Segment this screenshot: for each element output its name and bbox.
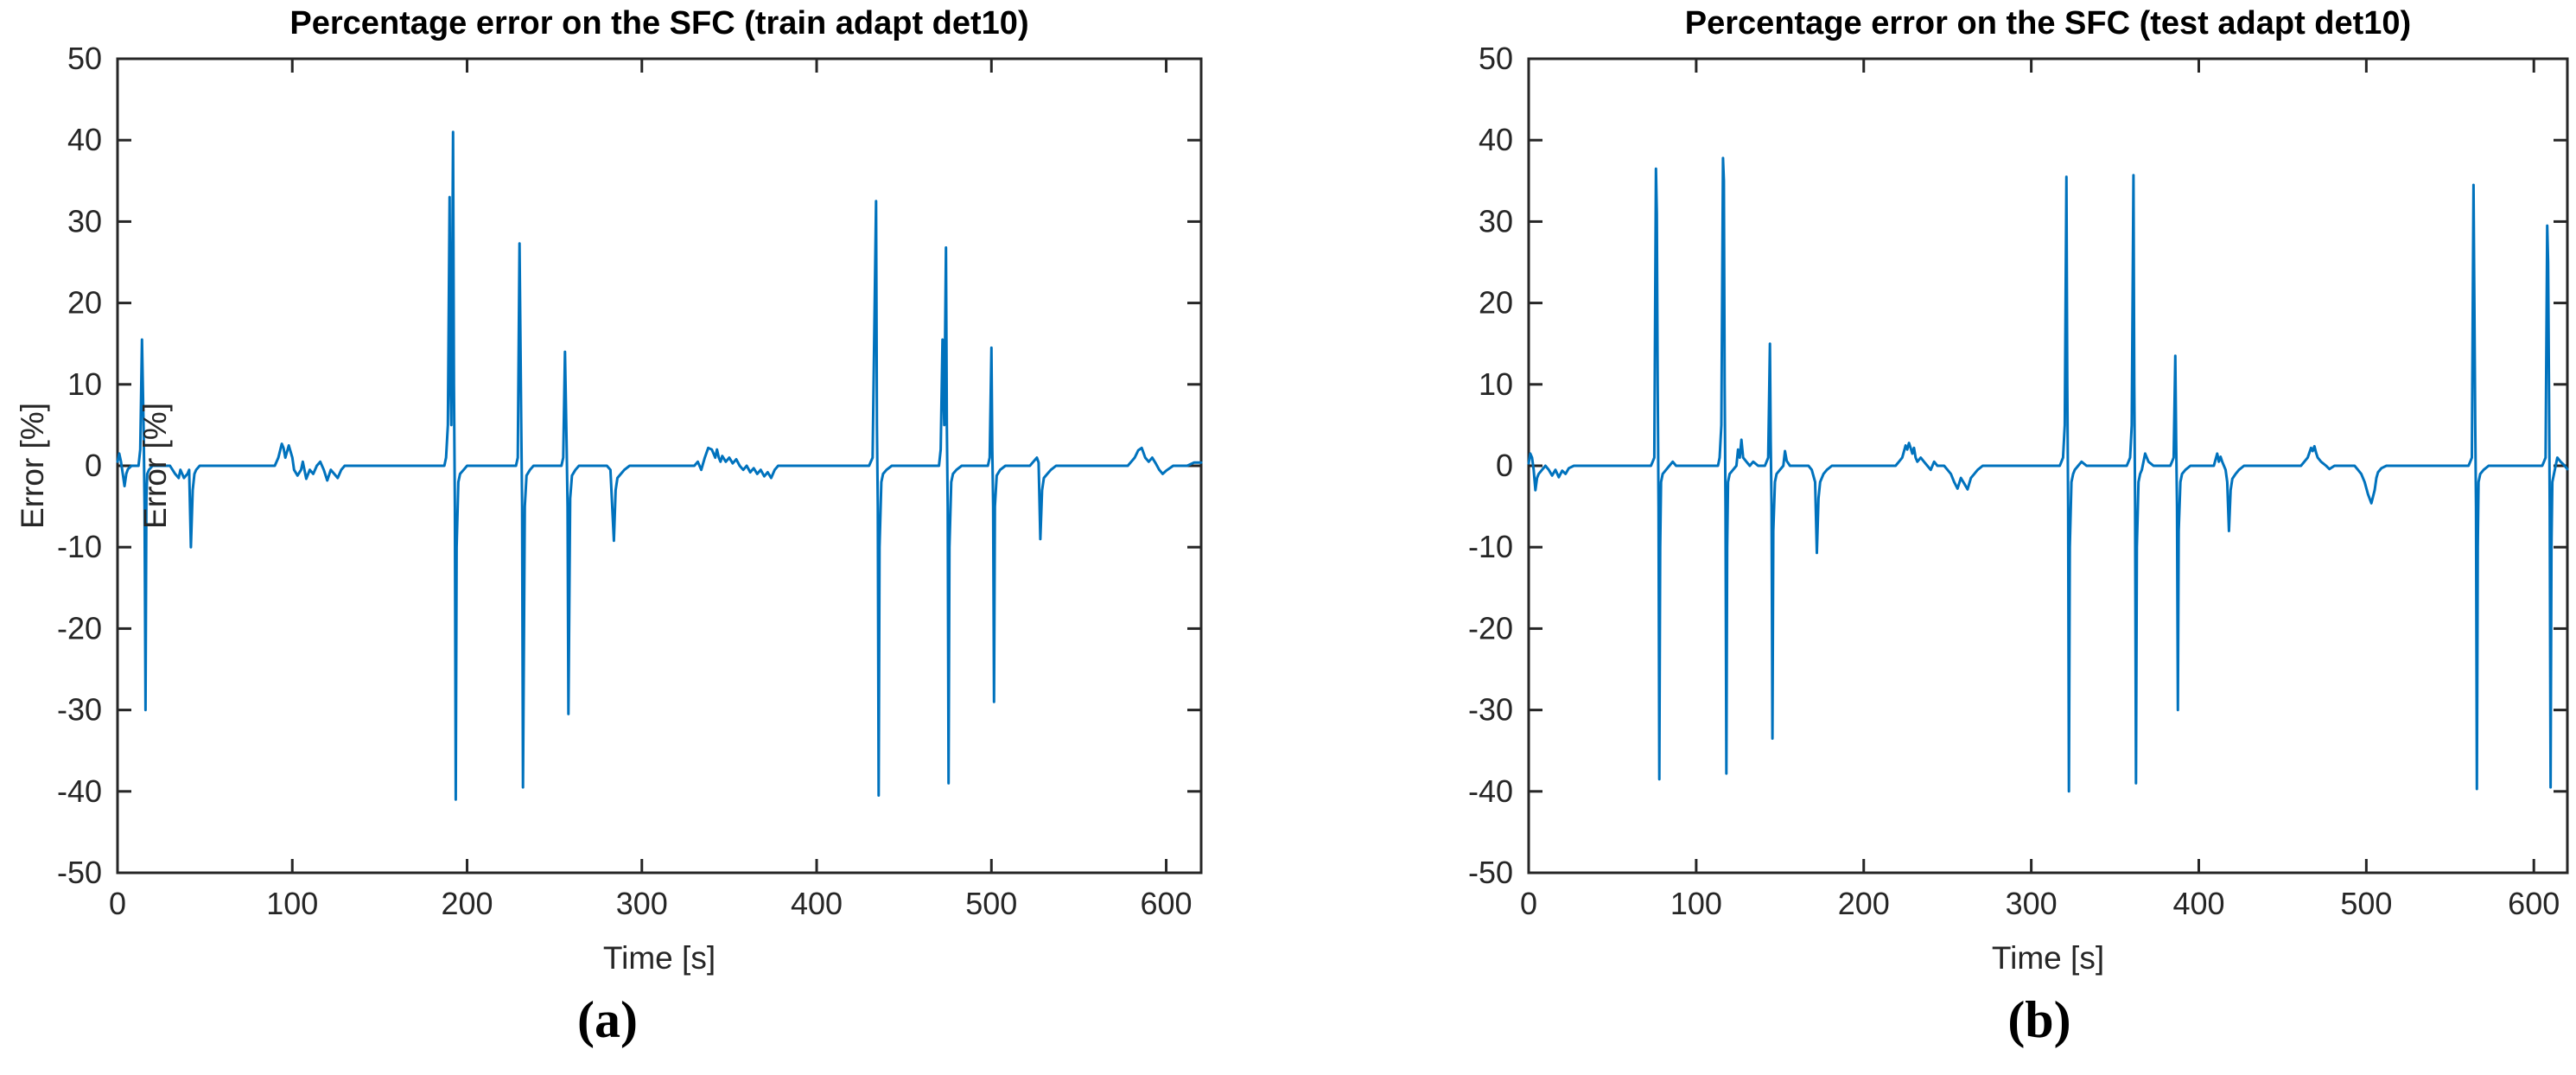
y-tick-label: -20: [1468, 610, 1513, 646]
x-axis-label-test: Time [s]: [1991, 940, 2105, 976]
plot-area-train: 0 100 200 300 400 500 600 -50 -40 -30 -20 -10 0 10 20 3…: [57, 41, 1203, 921]
x-tick-label: 400: [2172, 886, 2224, 921]
x-tick-label: 100: [266, 886, 318, 921]
x-tick-label: 400: [791, 886, 843, 921]
y-axis-label-train: Error [%]: [15, 403, 50, 529]
y-tick-label: 30: [67, 203, 102, 239]
y-tick-label: -40: [57, 773, 102, 809]
x-tick-label: 600: [1141, 886, 1193, 921]
y-tick-label: -10: [1468, 529, 1513, 564]
y-tick-label: 0: [1496, 448, 1513, 483]
x-tick-label: 0: [109, 886, 126, 921]
x-tick-label: 300: [2006, 886, 2058, 921]
x-tick-label: 200: [441, 886, 493, 921]
y-tick-label: -10: [57, 529, 102, 564]
y-tick-label: -40: [1468, 773, 1513, 809]
y-tick-label: 0: [85, 448, 102, 483]
y-tick-label: 20: [1479, 285, 1513, 321]
y-tick-label: 10: [1479, 366, 1513, 402]
y-tick-label: 20: [67, 285, 102, 321]
error-series-line: [116, 130, 1203, 801]
chart-panel-test: 0 100 200 300 400 500 600 -50 -40 -30 -20 -10 0 10 20 3…: [137, 0, 2576, 1075]
subfigure-caption-b: (b): [2007, 991, 2071, 1048]
x-tick-label: 500: [2340, 886, 2392, 921]
subfigure-caption-a: (a): [577, 991, 638, 1048]
x-axis-label-train: Time [s]: [602, 940, 716, 976]
x-tick-label: 600: [2508, 886, 2560, 921]
chart-title-test: Percentage error on the SFC (test adapt …: [1684, 5, 2412, 41]
y-tick-label: 40: [1479, 122, 1513, 157]
x-tick-label: 0: [1520, 886, 1537, 921]
y-tick-label: -30: [1468, 692, 1513, 728]
error-series-line: [1527, 156, 2569, 793]
plot-area-test: 0 100 200 300 400 500 600 -50 -40 -30 -20 -10 0 10 20 3…: [1468, 41, 2569, 921]
y-tick-label: 30: [1479, 203, 1513, 239]
x-tick-label: 300: [616, 886, 668, 921]
y-axis-label-test: Error [%]: [137, 403, 173, 529]
chart-title-train: Percentage error on the SFC (train adapt…: [289, 5, 1029, 41]
y-tick-label: 50: [67, 41, 102, 76]
x-tick-label: 500: [965, 886, 1017, 921]
y-tick-label: 10: [67, 366, 102, 402]
x-tick-label: 200: [1838, 886, 1890, 921]
y-tick-label: -30: [57, 692, 102, 728]
y-tick-label: -20: [57, 610, 102, 646]
y-tick-label: -50: [57, 855, 102, 890]
y-tick-label: 40: [67, 122, 102, 157]
y-tick-label: 50: [1479, 41, 1513, 76]
x-tick-label: 100: [1670, 886, 1722, 921]
chart-panel-train: 0 100 200 300 400 500 600 -50 -40 -30 -20 -10 0 10 20 3…: [15, 5, 1203, 1048]
y-tick-label: -50: [1468, 855, 1513, 890]
